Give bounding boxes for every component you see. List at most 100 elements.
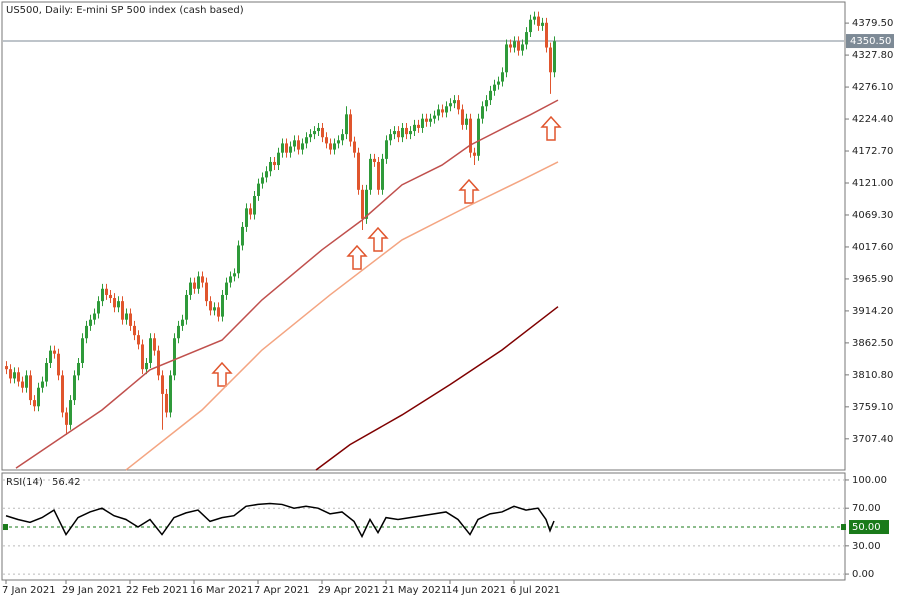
candle-body [281, 143, 284, 153]
candle-body [165, 393, 168, 413]
candle-body [53, 350, 56, 354]
candle-body [257, 183, 260, 196]
y-tick-label: 4121.00 [852, 178, 893, 189]
candle-body [225, 282, 228, 295]
candle-body [97, 301, 100, 314]
candle-body [209, 301, 212, 311]
candle-body [449, 103, 452, 107]
candle-body [505, 44, 508, 73]
candle-body [473, 152, 476, 156]
candle-body [269, 161, 272, 172]
moving-average [315, 306, 559, 471]
candle-body [69, 400, 72, 425]
candle-body [185, 294, 188, 320]
up-arrow [367, 226, 389, 252]
candle-body [393, 131, 396, 135]
level-marker [841, 524, 846, 531]
candle-body [57, 353, 60, 376]
y-tick-label: 4224.40 [852, 114, 893, 125]
candle-body [93, 313, 96, 320]
candle-body [457, 100, 460, 110]
candle-body [429, 118, 432, 122]
candle-body [77, 362, 80, 376]
candle-body [261, 177, 264, 184]
candle-body [513, 41, 516, 48]
candle-body [41, 381, 44, 388]
x-tick-label: 16 Mar 2021 [190, 585, 253, 596]
candle-body [117, 301, 120, 308]
candle-body [181, 319, 184, 326]
candle-body [397, 131, 400, 138]
candle-body [349, 114, 352, 142]
candle-body [313, 131, 316, 135]
candle-body [305, 137, 308, 144]
moving-average [15, 99, 559, 469]
candle-body [509, 44, 512, 48]
candle-body [317, 127, 320, 132]
candle-body [169, 375, 172, 413]
candle-body [129, 313, 132, 326]
candle-body [217, 307, 220, 317]
last-price-label: 4350.50 [850, 36, 891, 47]
candle-body [285, 143, 288, 153]
candle-body [381, 158, 384, 190]
candle-body [433, 115, 436, 119]
candle-body [333, 143, 336, 150]
candle-body [541, 22, 544, 26]
x-tick-label: 7 Jan 2021 [2, 585, 56, 596]
y-tick-label: 4327.80 [852, 50, 893, 61]
candle-body [201, 276, 204, 283]
y-tick-label: 30.00 [852, 541, 881, 552]
candle-body [113, 298, 116, 308]
y-tick-label: 0.00 [852, 569, 874, 580]
candle-body [517, 41, 520, 51]
candle-body [485, 100, 488, 107]
candle-body [161, 375, 164, 394]
candle-body [61, 375, 64, 413]
candle-body [125, 313, 128, 320]
x-tick-label: 21 May 2021 [382, 585, 447, 596]
candle-body [137, 335, 140, 345]
candle-body [357, 152, 360, 190]
candle-body [337, 140, 340, 144]
candle-body [369, 158, 372, 190]
candle-body [361, 189, 364, 219]
y-tick-label: 4069.30 [852, 210, 893, 221]
candle-body [29, 375, 32, 401]
candle-body [89, 319, 92, 326]
candle-body [153, 338, 156, 351]
candle-body [469, 118, 472, 153]
y-tick-label: 4017.60 [852, 242, 893, 253]
candle-body [385, 140, 388, 159]
candle-body [533, 16, 536, 20]
candle-body [265, 171, 268, 178]
candle-body [245, 208, 248, 227]
candle-body [401, 127, 404, 138]
up-arrow [346, 244, 368, 270]
candle-body [273, 161, 276, 166]
rsi-line [5, 502, 555, 539]
y-tick-label: 3965.90 [852, 274, 893, 285]
y-tick-label: 70.00 [852, 503, 881, 514]
candle-body [293, 140, 296, 147]
candle-body [329, 143, 332, 150]
candle-body [497, 81, 500, 85]
candle-body [405, 127, 408, 135]
rsi-title: RSI(14) [6, 477, 43, 488]
candle-body [309, 134, 312, 138]
level-marker [3, 524, 8, 531]
candle-body [353, 141, 356, 153]
candle-body [9, 369, 12, 379]
candle-body [421, 118, 424, 128]
x-tick-label: 6 Jul 2021 [510, 585, 560, 596]
candle-body [49, 350, 52, 363]
candle-body [493, 84, 496, 91]
candle-body [525, 32, 528, 45]
candle-body [17, 372, 20, 382]
candle-body [321, 127, 324, 138]
candle-body [277, 152, 280, 166]
y-tick-label: 4276.10 [852, 82, 893, 93]
candle-body [477, 118, 480, 156]
candle-body [529, 19, 532, 33]
